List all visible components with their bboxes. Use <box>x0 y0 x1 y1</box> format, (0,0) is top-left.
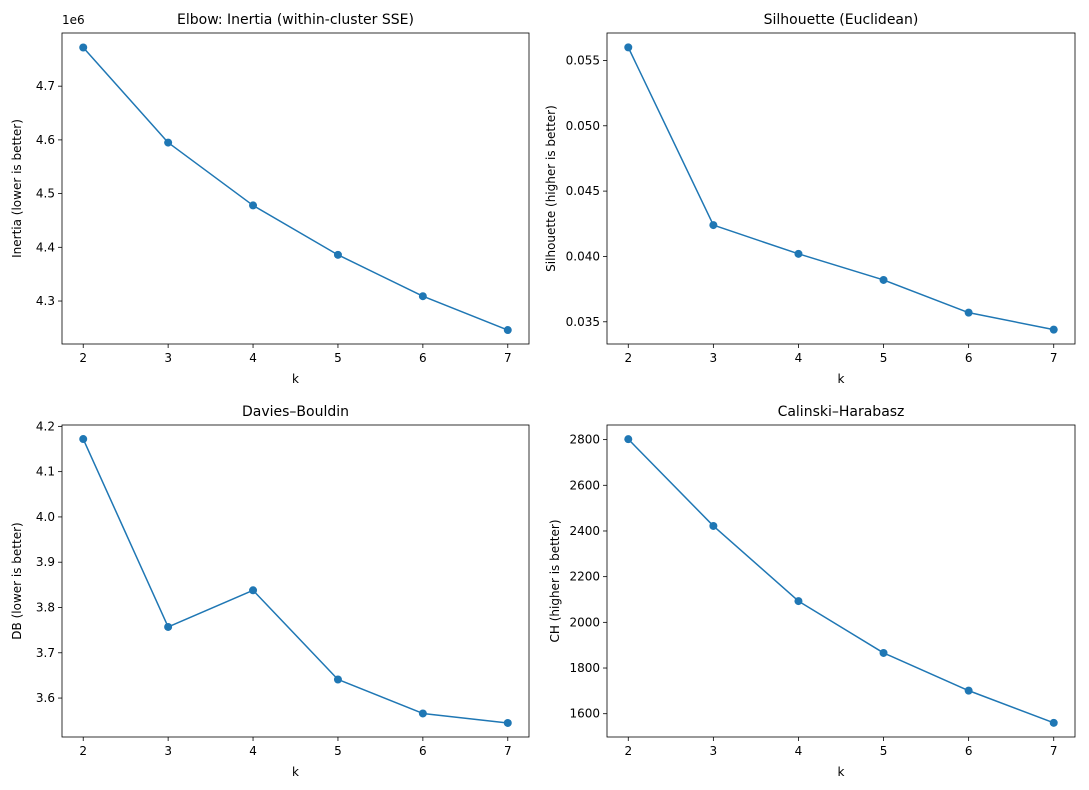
data-point <box>624 43 633 52</box>
x-tick-label: 6 <box>419 351 427 365</box>
x-tick-label: 4 <box>795 351 803 365</box>
data-point <box>249 586 258 595</box>
x-tick-label: 5 <box>334 744 342 758</box>
y-tick-label: 1800 <box>569 661 600 675</box>
x-tick-label: 7 <box>1050 351 1058 365</box>
y-tick-label: 0.055 <box>566 53 600 67</box>
y-tick-label: 0.050 <box>566 119 600 133</box>
x-tick-label: 4 <box>249 744 257 758</box>
series-line <box>627 47 1054 331</box>
y-tick-label: 4.0 <box>36 510 55 524</box>
data-point <box>964 308 973 317</box>
panel-silhouette: Silhouette (Euclidean) k Silhouette (hig… <box>544 12 1076 386</box>
series-line <box>82 47 509 331</box>
data-point <box>164 622 173 631</box>
x-tick-label: 5 <box>880 744 888 758</box>
x-tick-label: 5 <box>880 351 888 365</box>
x-axis-label: k <box>292 765 299 779</box>
x-axis-label: k <box>838 372 845 386</box>
y-tick-label: 2400 <box>569 524 600 538</box>
y-axis-label: DB (lower is better) <box>10 522 24 639</box>
x-tick-label: 3 <box>710 351 718 365</box>
data-point <box>249 201 258 210</box>
data-point <box>879 275 888 284</box>
data-point <box>79 435 88 444</box>
y-tick-label: 3.9 <box>36 555 55 569</box>
x-tick-label: 4 <box>249 351 257 365</box>
axes-frame <box>61 32 530 345</box>
x-tick-label: 6 <box>965 351 973 365</box>
y-tick-label: 3.8 <box>36 600 55 614</box>
data-point <box>964 686 973 695</box>
x-tick-label: 2 <box>624 351 632 365</box>
y-tick-label: 1600 <box>569 707 600 721</box>
y-offset-label: 1e6 <box>62 13 85 27</box>
data-point <box>709 221 718 230</box>
y-tick-label: 4.1 <box>36 465 55 479</box>
data-point <box>879 648 888 657</box>
y-tick-label: 2000 <box>569 615 600 629</box>
data-point <box>418 292 427 301</box>
x-tick-label: 7 <box>504 351 512 365</box>
chart-title: Silhouette (Euclidean) <box>764 12 919 28</box>
x-tick-label: 4 <box>795 744 803 758</box>
data-point <box>503 718 512 727</box>
y-axis-label: CH (higher is better) <box>548 520 562 643</box>
series-line <box>82 438 508 724</box>
y-axis-label: Inertia (lower is better) <box>10 119 24 258</box>
y-tick-label: 0.035 <box>566 315 600 329</box>
y-tick-label: 2200 <box>569 570 600 584</box>
chart-title: Davies–Bouldin <box>242 404 349 420</box>
x-tick-label: 3 <box>164 351 172 365</box>
x-tick-label: 3 <box>710 744 718 758</box>
chart-title: Calinski–Harabasz <box>778 404 905 420</box>
y-tick-label: 3.7 <box>36 646 55 660</box>
y-tick-label: 0.040 <box>566 249 600 263</box>
y-tick-label: 0.045 <box>566 184 600 198</box>
y-tick-label: 2600 <box>569 478 600 492</box>
data-point <box>709 521 718 530</box>
data-point <box>333 675 342 684</box>
data-point <box>79 43 88 52</box>
panel-davies-bouldin: Davies–Bouldin k DB (lower is better) 2 3… <box>10 404 530 779</box>
x-tick-label: 6 <box>419 744 427 758</box>
chart-title: Elbow: Inertia (within-cluster SSE) <box>177 12 414 28</box>
y-tick-label: 2800 <box>569 433 600 447</box>
x-tick-label: 5 <box>334 351 342 365</box>
y-tick-label: 4.2 <box>36 419 55 433</box>
panel-calinski-harabasz: Calinski–Harabasz k CH (higher is better… <box>548 404 1076 779</box>
data-point <box>1049 718 1058 727</box>
y-tick-label: 4.6 <box>36 133 55 147</box>
y-tick-label: 4.5 <box>36 187 55 201</box>
y-tick-label: 4.3 <box>36 294 55 308</box>
x-tick-label: 7 <box>1050 744 1058 758</box>
x-tick-label: 3 <box>164 744 172 758</box>
data-point <box>333 250 342 259</box>
data-point <box>794 597 803 606</box>
series-line <box>627 438 1054 724</box>
x-tick-label: 7 <box>504 744 512 758</box>
y-tick-label: 4.7 <box>36 79 55 93</box>
axes-frame <box>606 424 1076 738</box>
panel-inertia: Elbow: Inertia (within-cluster SSE) k In… <box>10 12 530 386</box>
y-axis-label: Silhouette (higher is better) <box>544 105 558 272</box>
y-tick-label: 4.4 <box>36 240 55 254</box>
x-tick-label: 6 <box>965 744 973 758</box>
data-point <box>794 249 803 258</box>
data-point <box>503 326 512 335</box>
axes-frame <box>61 424 530 738</box>
data-point <box>624 435 633 444</box>
data-point <box>164 138 173 147</box>
data-point <box>418 709 427 718</box>
y-tick-label: 3.6 <box>36 691 55 705</box>
data-point <box>1049 325 1058 334</box>
axes-frame <box>606 32 1076 345</box>
x-axis-label: k <box>838 765 845 779</box>
x-tick-label: 2 <box>624 744 632 758</box>
x-tick-label: 2 <box>79 351 87 365</box>
x-axis-label: k <box>292 372 299 386</box>
x-tick-label: 2 <box>79 744 87 758</box>
